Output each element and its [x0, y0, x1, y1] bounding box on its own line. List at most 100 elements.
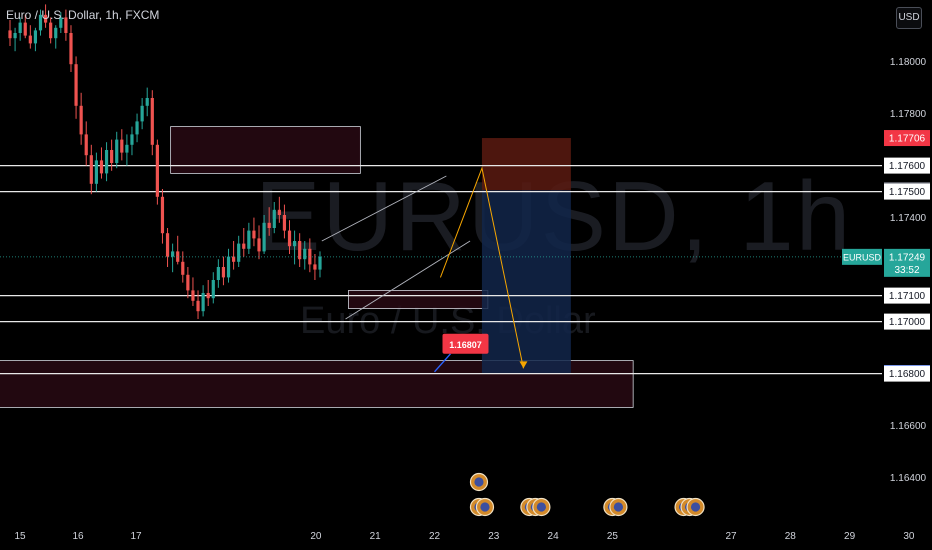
x-axis-tick-label: 30	[903, 531, 915, 542]
projection-arrowhead	[519, 361, 528, 369]
candle-body	[64, 17, 68, 33]
candle-body	[191, 290, 195, 301]
symbol-header[interactable]: Euro / U.S. Dollar, 1h, FXCM	[6, 8, 160, 22]
candle-body	[262, 222, 266, 252]
candle-body	[140, 105, 144, 122]
candle-body	[94, 160, 98, 184]
economic-event-flag-icon	[613, 502, 624, 512]
projection-path	[439, 166, 524, 369]
candle-body	[232, 256, 236, 262]
candle-body	[287, 230, 292, 247]
price-tag-label: 1.17000	[889, 317, 926, 328]
x-axis-tick-label: 23	[488, 531, 500, 542]
candle-body	[84, 134, 88, 156]
price-tag	[884, 183, 930, 200]
candle-body	[282, 215, 287, 231]
candle-body	[89, 155, 93, 184]
candle-body	[171, 251, 175, 257]
candle-body	[69, 33, 73, 65]
short-position-reward-zone	[481, 190, 571, 374]
price-tag-label: 1.17600	[889, 161, 926, 172]
candle-body	[49, 22, 53, 39]
x-axis-tick-label: 17	[130, 531, 142, 542]
candle-body	[13, 33, 17, 39]
candle-body	[303, 248, 307, 260]
candle-body	[221, 267, 226, 278]
candle-body	[79, 105, 83, 135]
y-axis-tick-label: 1.18000	[890, 57, 927, 68]
candle-body	[43, 14, 48, 23]
x-axis-tick-label: 24	[548, 531, 560, 542]
y-axis-tick-label: 1.16600	[890, 421, 927, 432]
candle-body	[33, 30, 38, 44]
candle-body	[237, 243, 241, 262]
price-tag	[884, 130, 930, 147]
candle-body	[125, 144, 129, 153]
x-axis-tick-label: 21	[370, 531, 382, 542]
current-price-tag	[884, 248, 930, 277]
price-tag-label: 1.17100	[889, 291, 926, 302]
y-axis-tick-label: 1.16400	[890, 473, 927, 484]
price-tag	[884, 287, 930, 304]
price-tag	[884, 313, 930, 330]
candle-body	[115, 139, 119, 163]
candle-body	[181, 261, 185, 275]
candle-body	[145, 98, 149, 106]
x-axis-tick-label: 29	[844, 531, 856, 542]
candle-body	[272, 209, 276, 228]
candle-body	[298, 241, 302, 260]
candle-body	[242, 243, 246, 249]
y-axis-tick-label: 1.17400	[890, 213, 927, 224]
candle-body	[206, 293, 210, 299]
candle-body	[277, 209, 281, 215]
x-axis-tick-label: 15	[14, 531, 26, 542]
candle-body	[23, 22, 27, 36]
short-position-risk-zone	[481, 138, 571, 191]
candle-body	[216, 267, 220, 280]
price-tag-label: 1.16800	[889, 369, 926, 380]
candle-body	[318, 256, 322, 270]
symbol-tag	[842, 248, 882, 265]
candle-body	[38, 14, 43, 31]
channel-line	[321, 175, 447, 242]
candle-body	[201, 293, 205, 312]
x-axis-tick-label: 25	[607, 531, 619, 542]
current-price-value: 1.17249	[889, 252, 926, 263]
candle-body	[155, 144, 159, 197]
candle-body	[135, 121, 139, 135]
economic-event-flag-icon	[480, 502, 490, 512]
candle-body	[120, 139, 124, 153]
candle-body	[59, 17, 63, 28]
candle-body	[196, 300, 200, 312]
price-tag	[884, 157, 930, 174]
currency-button[interactable]: USD	[896, 7, 922, 29]
x-axis-tick-label: 20	[310, 531, 322, 542]
candle-body	[18, 22, 22, 33]
candle-body	[211, 280, 215, 299]
candle-body	[186, 274, 190, 291]
supply-demand-zone	[170, 126, 361, 174]
x-axis-tick-label: 28	[785, 531, 797, 542]
candle-body	[150, 98, 154, 145]
candle-body	[110, 150, 114, 163]
candle-body	[54, 27, 58, 39]
candle-body	[165, 233, 170, 257]
symbol-tag-label: EURUSD	[843, 252, 882, 262]
candle-body	[160, 196, 165, 234]
candle-body	[99, 160, 104, 174]
callout-pointer	[433, 353, 452, 373]
candle-body	[313, 264, 317, 270]
economic-event-flag-icon	[474, 477, 484, 487]
candle-body	[74, 64, 78, 106]
candle-body	[104, 150, 109, 174]
y-axis-tick-label: 1.17800	[890, 109, 927, 120]
candle-body	[130, 134, 134, 145]
callout-box	[442, 333, 489, 354]
candle-body	[252, 230, 256, 239]
candle-body	[28, 35, 32, 44]
economic-event-flag-icon	[536, 502, 546, 512]
x-axis-tick-label: 16	[72, 531, 84, 542]
candle-body	[247, 230, 251, 249]
